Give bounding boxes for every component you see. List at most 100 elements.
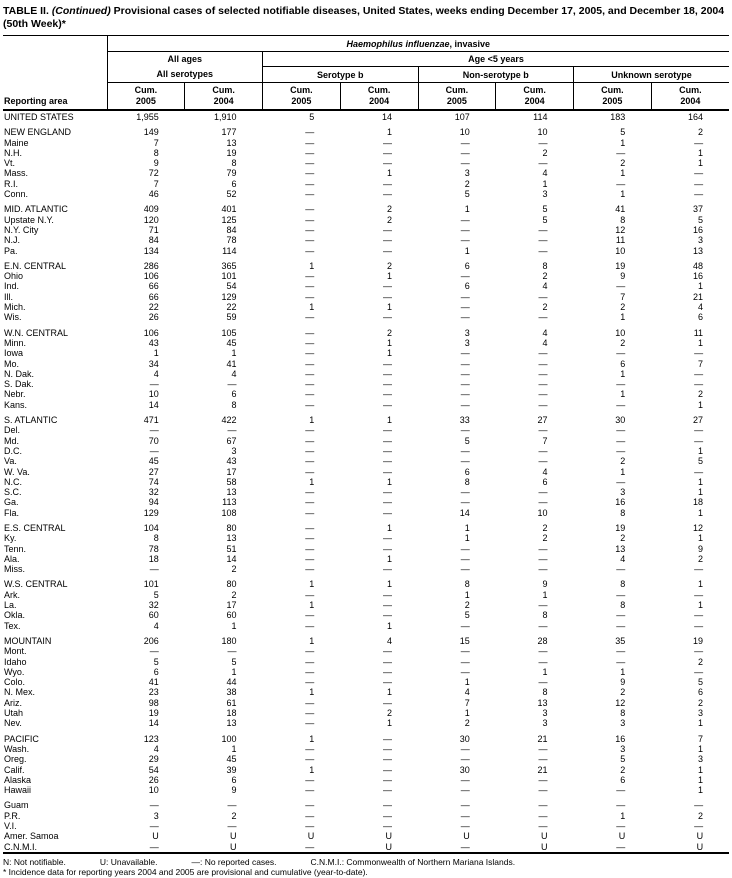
value-cell: — <box>305 281 315 292</box>
table-row: Oreg. 29 45 — — — — 5 3 <box>3 754 729 764</box>
value-cell: — <box>460 487 470 498</box>
value-cell: 1 <box>464 204 470 215</box>
table-row: NEW ENGLAND 149 177 — 1 10 10 5 2 <box>3 127 729 137</box>
value-cell: 4 <box>153 743 159 754</box>
value-cell: — <box>460 785 470 796</box>
value-cell: — <box>460 666 470 677</box>
value-cell: — <box>227 425 237 436</box>
value-cell: 1 <box>698 533 704 544</box>
cum-year-header: Cum. 2004 <box>495 82 574 111</box>
value-cell: — <box>616 147 626 158</box>
value-cell: — <box>616 564 626 575</box>
value-cell: — <box>694 564 704 575</box>
value-cell: 3 <box>231 445 237 456</box>
value-cell: 409 <box>143 204 159 215</box>
value-cell: 1 <box>309 687 315 698</box>
table-title: TABLE II. (Continued) Provisional cases … <box>3 5 729 30</box>
table-row: Mo. 34 41 — — — — 6 7 <box>3 359 729 369</box>
value-cell: — <box>227 379 237 390</box>
value-cell: 1 <box>231 348 237 359</box>
value-cell: — <box>694 348 704 359</box>
value-cell: — <box>538 235 548 246</box>
value-cell: 19 <box>615 260 626 271</box>
value-cell: 2 <box>620 302 626 313</box>
value-cell: 1 <box>386 620 392 631</box>
reporting-area-cell: Ala. <box>4 553 20 564</box>
value-cell: — <box>305 754 315 765</box>
value-cell: — <box>460 425 470 436</box>
value-cell: 1 <box>542 178 548 189</box>
value-cell: 2 <box>542 271 548 282</box>
reporting-area-cell: S. Dak. <box>4 379 34 390</box>
value-cell: 23 <box>148 687 159 698</box>
value-cell: 4 <box>153 368 159 379</box>
cum-year-header: Cum. 2005 <box>417 82 496 111</box>
value-cell: 1 <box>698 337 704 348</box>
value-cell: 8 <box>231 158 237 169</box>
table-row: Upstate N.Y. 120 125 — 2 — 5 8 5 <box>3 215 729 225</box>
reporting-area-cell: Nev. <box>4 718 22 729</box>
value-cell: — <box>305 487 315 498</box>
value-cell: — <box>305 677 315 688</box>
group-header-all-serotypes: All serotypes <box>107 66 263 83</box>
value-cell: 1 <box>386 553 392 564</box>
value-cell: — <box>460 137 470 148</box>
cum-year-header: Cum. 2004 <box>650 82 730 111</box>
value-cell: 7 <box>153 178 159 189</box>
value-cell: 2 <box>464 600 470 611</box>
value-cell: — <box>383 646 392 657</box>
value-cell: — <box>383 497 392 508</box>
value-cell: — <box>616 841 626 852</box>
value-cell: 19 <box>148 708 159 719</box>
value-cell: 79 <box>226 168 237 179</box>
value-cell: 1 <box>386 168 392 179</box>
value-cell: 2 <box>231 564 237 575</box>
value-cell: 1 <box>386 718 392 729</box>
table-row: W.S. CENTRAL 101 80 1 1 8 9 8 1 <box>3 579 729 589</box>
reporting-area-cell: S.C. <box>4 487 22 498</box>
value-cell: — <box>616 425 626 436</box>
value-cell: 422 <box>221 415 237 426</box>
value-cell: — <box>305 800 315 811</box>
value-cell: 80 <box>226 522 237 533</box>
table-row: V.I. — — — — — — — — <box>3 821 729 831</box>
table-row: Amer. Samoa U U U U U U U U <box>3 831 729 841</box>
value-cell: 33 <box>459 415 470 426</box>
value-cell: 1 <box>309 260 315 271</box>
value-cell: — <box>460 348 470 359</box>
value-cell: U <box>385 831 393 842</box>
reporting-area-cell: N.Y. City <box>4 224 39 235</box>
legend-line: N: Not notifiable. U: Unavailable. —: No r… <box>3 857 729 868</box>
value-cell: 13 <box>537 697 548 708</box>
value-cell: 10 <box>537 127 548 138</box>
value-cell: — <box>305 178 315 189</box>
value-cell: — <box>383 677 392 688</box>
value-cell: 100 <box>221 733 237 744</box>
value-cell: — <box>305 589 315 600</box>
value-cell: 2 <box>386 327 392 338</box>
value-cell: — <box>383 800 392 811</box>
value-cell: — <box>305 271 315 282</box>
value-cell: 6 <box>464 466 470 477</box>
value-cell: — <box>305 466 315 477</box>
value-cell: U <box>463 831 470 842</box>
reporting-area-cell: Ind. <box>4 281 20 292</box>
value-cell: — <box>538 399 548 410</box>
value-cell: — <box>694 137 704 148</box>
cum-year-row: Cum. 2005 Cum. 2004 Cum. 2005 Cum. 2004 Cum. 2005… <box>3 82 730 111</box>
value-cell: 22 <box>148 302 159 313</box>
value-cell: — <box>460 564 470 575</box>
value-cell: — <box>538 368 548 379</box>
value-cell: — <box>149 564 159 575</box>
value-cell: 19 <box>615 522 626 533</box>
value-cell: — <box>460 754 470 765</box>
value-cell: — <box>538 743 548 754</box>
value-cell: 1 <box>386 271 392 282</box>
value-cell: — <box>694 435 704 446</box>
value-cell: — <box>305 204 315 215</box>
value-cell: 61 <box>226 697 237 708</box>
reporting-area-cell: Conn. <box>4 189 29 200</box>
value-cell: — <box>694 466 704 477</box>
value-cell: 12 <box>693 522 704 533</box>
value-cell: 3 <box>464 337 470 348</box>
